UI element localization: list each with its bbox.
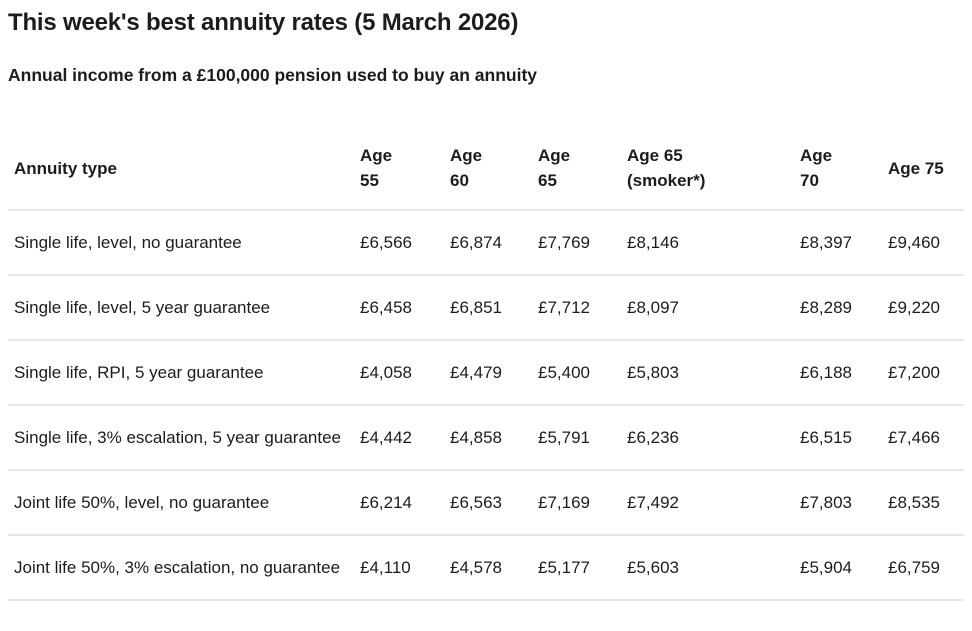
table-row: Single life, level, 5 year guarantee £6,… [8,275,964,341]
rate-value: £6,759 [888,535,964,601]
row-label: Joint life 50%, level, no guarantee [8,470,360,536]
page-subtitle: Annual income from a £100,000 pension us… [8,65,538,85]
table-row: Joint life 50%, 3% escalation, no guaran… [8,535,964,601]
column-header-age-65: Age 65 [538,127,627,211]
rate-value: £6,458 [360,275,450,341]
rate-value: £7,492 [627,470,800,536]
rate-value: £8,535 [888,470,964,536]
column-header-age-55: Age 55 [360,127,450,211]
rate-value: £4,858 [450,405,538,471]
rate-value: £6,874 [450,210,538,276]
column-header-age-75: Age 75 [888,127,964,211]
rate-value: £6,214 [360,470,450,536]
header-row: Annuity type Age 55 Age 60 Age 65 Age 65… [8,127,964,211]
rate-value: £4,578 [450,535,538,601]
row-label: Single life, level, no guarantee [8,210,360,276]
rate-value: £7,803 [800,470,888,536]
rate-value: £8,289 [800,275,888,341]
annuity-rates-table: Annuity type Age 55 Age 60 Age 65 Age 65… [8,127,964,601]
rate-value: £6,515 [800,405,888,471]
row-label: Single life, RPI, 5 year guarantee [8,340,360,406]
column-header-age-70: Age 70 [800,127,888,211]
row-label: Single life, level, 5 year guarantee [8,275,360,341]
rate-value: £6,851 [450,275,538,341]
table-row: Single life, 3% escalation, 5 year guara… [8,405,964,471]
rate-value: £8,397 [800,210,888,276]
rate-value: £7,769 [538,210,627,276]
table-row: Joint life 50%, level, no guarantee £6,2… [8,470,964,536]
table-row: Single life, RPI, 5 year guarantee £4,05… [8,340,964,406]
rate-value: £6,566 [360,210,450,276]
rate-value: £5,603 [627,535,800,601]
rate-value: £7,466 [888,405,964,471]
rate-value: £8,146 [627,210,800,276]
rate-value: £4,479 [450,340,538,406]
rate-value: £5,400 [538,340,627,406]
column-header-age-60: Age 60 [450,127,538,211]
rate-value: £7,200 [888,340,964,406]
rate-value: £6,236 [627,405,800,471]
rate-value: £7,712 [538,275,627,341]
rate-value: £6,188 [800,340,888,406]
rate-value: £9,460 [888,210,964,276]
row-label: Joint life 50%, 3% escalation, no guaran… [8,535,360,601]
rate-value: £6,563 [450,470,538,536]
rate-value: £8,097 [627,275,800,341]
rate-value: £4,058 [360,340,450,406]
rate-value: £4,110 [360,535,450,601]
rate-value: £5,904 [800,535,888,601]
table-row: Single life, level, no guarantee £6,566 … [8,210,964,276]
column-header-annuity-type: Annuity type [8,127,360,211]
rate-value: £5,791 [538,405,627,471]
column-header-age-65-smoker: Age 65 (smoker*) [627,127,800,211]
rate-value: £5,803 [627,340,800,406]
row-label: Single life, 3% escalation, 5 year guara… [8,405,360,471]
rate-value: £7,169 [538,470,627,536]
rate-value: £4,442 [360,405,450,471]
page: This week's best annuity rates (5 March … [8,9,964,601]
rate-value: £9,220 [888,275,964,341]
rate-value: £5,177 [538,535,627,601]
page-title: This week's best annuity rates (5 March … [8,9,519,36]
